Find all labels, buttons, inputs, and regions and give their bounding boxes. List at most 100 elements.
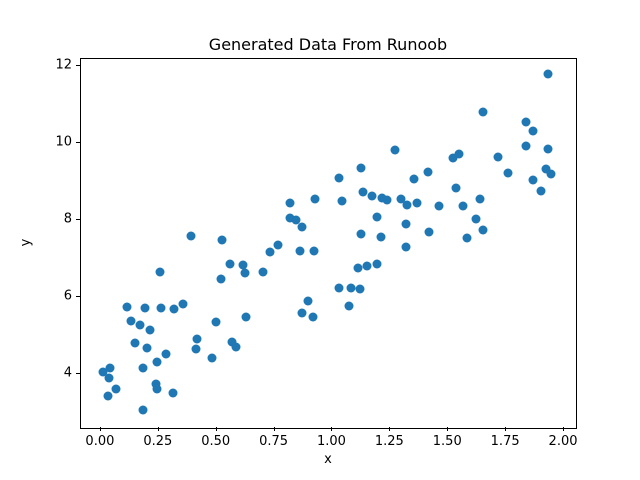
x-axis-tick-label: 1.75	[490, 434, 520, 450]
x-axis-tick	[447, 427, 449, 432]
x-axis-tick	[389, 427, 391, 432]
scatter-point	[135, 320, 145, 330]
scatter-point	[152, 357, 162, 367]
x-axis-tick	[331, 427, 333, 432]
x-axis-tick	[157, 427, 159, 432]
scatter-point	[478, 225, 488, 235]
scatter-point	[303, 296, 313, 306]
scatter-point	[211, 317, 221, 327]
scatter-point	[285, 213, 295, 223]
scatter-point	[217, 235, 227, 245]
scatter-point	[156, 303, 166, 313]
x-axis-tick-label: 2.00	[548, 434, 578, 450]
scatter-point	[546, 169, 556, 179]
scatter-point	[362, 261, 372, 271]
x-axis-tick-label: 0.25	[143, 434, 173, 450]
scatter-point	[358, 187, 368, 197]
scatter-point	[372, 259, 382, 269]
y-axis-tick-label: 10	[55, 134, 72, 150]
scatter-point	[238, 260, 248, 270]
scatter-point	[409, 174, 419, 184]
x-axis-tick-label: 1.50	[432, 434, 462, 450]
y-axis-tick	[76, 295, 80, 297]
scatter-point	[434, 201, 444, 211]
y-axis-tick	[76, 218, 80, 220]
scatter-point	[528, 126, 538, 136]
scatter-point	[310, 194, 320, 204]
scatter-point	[140, 303, 150, 313]
scatter-point	[105, 363, 115, 373]
scatter-point	[458, 201, 468, 211]
scatter-point	[192, 334, 202, 344]
scatter-point	[168, 388, 178, 398]
scatter-point	[265, 247, 275, 257]
scatter-point	[142, 343, 152, 353]
scatter-point	[309, 246, 319, 256]
scatter-point	[216, 274, 226, 284]
scatter-point	[356, 229, 366, 239]
scatter-point	[475, 194, 485, 204]
scatter-point	[536, 186, 546, 196]
scatter-point	[376, 232, 386, 242]
scatter-point	[291, 215, 301, 225]
scatter-point	[448, 153, 458, 163]
scatter-point	[285, 198, 295, 208]
scatter-point	[402, 200, 412, 210]
scatter-point	[151, 379, 161, 389]
scatter-point	[225, 259, 235, 269]
scatter-point	[424, 227, 434, 237]
scatter-point	[103, 391, 113, 401]
scatter-point	[178, 299, 188, 309]
scatter-point	[344, 301, 354, 311]
scatter-point	[145, 325, 155, 335]
scatter-point	[98, 367, 108, 377]
scatter-point	[155, 267, 165, 277]
y-axis-tick-label: 4	[63, 365, 72, 381]
scatter-point	[122, 302, 132, 312]
scatter-point	[353, 263, 363, 273]
scatter-point	[126, 316, 136, 326]
scatter-point	[493, 152, 503, 162]
scatter-point	[111, 384, 121, 394]
scatter-point	[412, 198, 422, 208]
scatter-point	[478, 107, 488, 117]
scatter-point	[138, 405, 148, 415]
scatter-point	[240, 268, 250, 278]
y-axis-tick-label: 6	[63, 288, 72, 304]
scatter-point	[521, 141, 531, 151]
scatter-point	[346, 283, 356, 293]
scatter-point	[454, 149, 464, 159]
scatter-point	[241, 312, 251, 322]
y-axis-label: y	[18, 238, 34, 247]
x-axis-label: x	[324, 452, 332, 467]
x-axis-tick	[505, 427, 507, 432]
y-axis-tick	[76, 372, 80, 374]
scatter-point	[462, 233, 472, 243]
x-axis-tick-label: 1.00	[316, 434, 346, 450]
x-axis-tick	[273, 427, 275, 432]
scatter-point	[161, 349, 171, 359]
scatter-point	[308, 312, 318, 322]
y-axis-tick-label: 8	[63, 211, 72, 227]
scatter-point	[382, 195, 392, 205]
x-axis-tick-label: 1.25	[374, 434, 404, 450]
scatter-point	[227, 337, 237, 347]
scatter-point	[297, 308, 307, 318]
scatter-point	[401, 219, 411, 229]
chart-title: Generated Data From Runoob	[208, 35, 448, 54]
plot-area	[80, 58, 577, 429]
scatter-point	[471, 214, 481, 224]
scatter-point	[207, 353, 217, 363]
scatter-point	[372, 212, 382, 222]
scatter-point	[186, 231, 196, 241]
scatter-point	[521, 117, 531, 127]
y-axis-tick-label: 12	[55, 57, 72, 73]
scatter-point	[377, 193, 387, 203]
scatter-point	[396, 194, 406, 204]
scatter-point	[169, 304, 179, 314]
scatter-point	[503, 168, 513, 178]
scatter-point	[295, 246, 305, 256]
scatter-point	[401, 242, 411, 252]
scatter-point	[130, 338, 140, 348]
